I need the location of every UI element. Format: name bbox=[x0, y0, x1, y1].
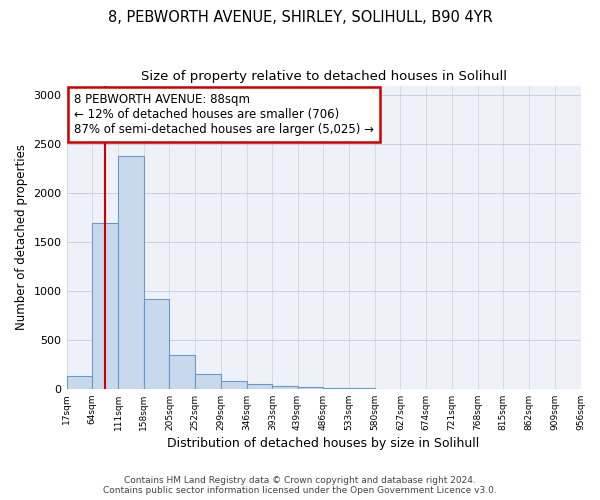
Text: Contains HM Land Registry data © Crown copyright and database right 2024.
Contai: Contains HM Land Registry data © Crown c… bbox=[103, 476, 497, 495]
Y-axis label: Number of detached properties: Number of detached properties bbox=[15, 144, 28, 330]
Title: Size of property relative to detached houses in Solihull: Size of property relative to detached ho… bbox=[140, 70, 506, 83]
Bar bbox=[92, 222, 118, 389]
Bar bbox=[298, 388, 323, 389]
Bar bbox=[169, 355, 195, 389]
Bar bbox=[118, 156, 144, 389]
Text: 8 PEBWORTH AVENUE: 88sqm
← 12% of detached houses are smaller (706)
87% of semi-: 8 PEBWORTH AVENUE: 88sqm ← 12% of detach… bbox=[74, 93, 374, 136]
Bar bbox=[195, 374, 221, 389]
Bar bbox=[144, 299, 169, 389]
Bar bbox=[221, 381, 247, 389]
X-axis label: Distribution of detached houses by size in Solihull: Distribution of detached houses by size … bbox=[167, 437, 479, 450]
Bar bbox=[247, 384, 272, 389]
Bar bbox=[272, 386, 298, 389]
Bar bbox=[323, 388, 349, 389]
Text: 8, PEBWORTH AVENUE, SHIRLEY, SOLIHULL, B90 4YR: 8, PEBWORTH AVENUE, SHIRLEY, SOLIHULL, B… bbox=[107, 10, 493, 25]
Bar bbox=[67, 376, 92, 389]
